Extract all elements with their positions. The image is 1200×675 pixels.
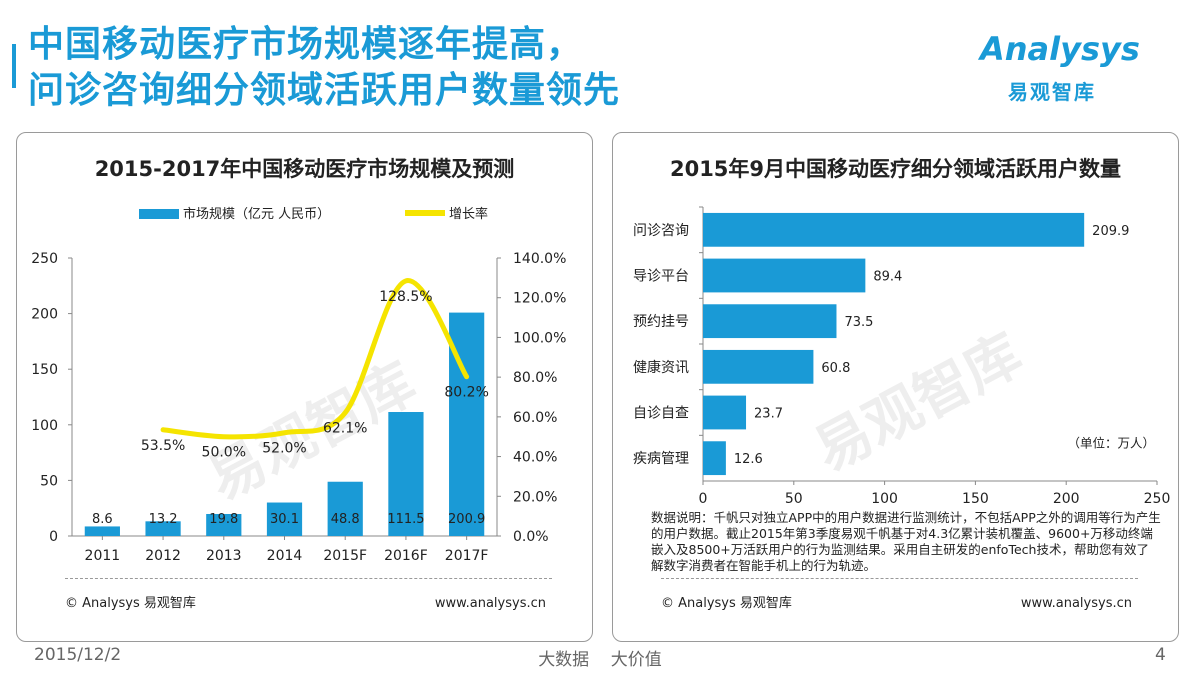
x-tick-label: 150 bbox=[962, 491, 989, 507]
y-right-tick-label: 80.0% bbox=[513, 370, 557, 386]
x-tick-label: 2015F bbox=[323, 548, 367, 564]
bar-value-label: 200.9 bbox=[448, 512, 485, 527]
copyright: © Analysys 易观智库 bbox=[661, 596, 792, 611]
page-date: 2015/12/2 bbox=[34, 645, 122, 665]
bar-健康资讯 bbox=[703, 349, 814, 384]
category-label: 导诊平台 bbox=[633, 269, 689, 285]
legend-label-line: 增长率 bbox=[449, 206, 488, 222]
growth-rate-label: 52.0% bbox=[262, 441, 306, 457]
growth-rate-label: 80.2% bbox=[444, 385, 488, 401]
bar-value-label: 48.8 bbox=[331, 512, 360, 527]
watermark: 易观智库 bbox=[804, 322, 1032, 485]
bar-2016F bbox=[388, 412, 424, 536]
chart-title: 2015年9月中国移动医疗细分领域活跃用户数量 bbox=[669, 157, 1122, 181]
y-right-tick-label: 100.0% bbox=[513, 330, 566, 346]
copyright: © Analysys 易观智库 bbox=[65, 596, 196, 611]
y-left-tick-label: 0 bbox=[49, 529, 58, 545]
x-tick-label: 2016F bbox=[384, 548, 428, 564]
y-right-tick-label: 120.0% bbox=[513, 291, 566, 307]
page-number: 4 bbox=[1155, 645, 1166, 665]
page-title-line2: 问诊咨询细分领域活跃用户数量领先 bbox=[28, 70, 621, 111]
market-size-panel: 2015-2017年中国移动医疗市场规模及预测 易观智库 市场规模（亿元 人民币）… bbox=[16, 132, 593, 642]
bar-value-label: 8.6 bbox=[92, 512, 113, 527]
chart-title: 2015-2017年中国移动医疗市场规模及预测 bbox=[94, 157, 515, 181]
y-right-tick-label: 40.0% bbox=[513, 450, 557, 466]
y-right-tick-label: 0.0% bbox=[513, 529, 549, 545]
page-title: 中国移动医疗市场规模逐年提高， 问诊咨询细分领域活跃用户数量领先 bbox=[28, 22, 620, 114]
x-tick-label: 100 bbox=[871, 491, 898, 507]
growth-rate-label: 62.1% bbox=[323, 421, 367, 437]
bar-预约挂号 bbox=[703, 304, 837, 339]
growth-rate-label: 53.5% bbox=[141, 438, 185, 454]
page-title-line1: 中国移动医疗市场规模逐年提高， bbox=[28, 24, 584, 65]
bar-2014 bbox=[266, 502, 303, 536]
x-tick-label: 2014 bbox=[267, 548, 303, 564]
bar-value-label: 60.8 bbox=[821, 361, 850, 376]
bar-value-label: 30.1 bbox=[270, 512, 299, 527]
x-tick-label: 50 bbox=[785, 491, 803, 507]
legend-label-bar: 市场规模（亿元 人民币） bbox=[183, 206, 330, 222]
x-tick-label: 2013 bbox=[206, 548, 242, 564]
bar-value-label: 19.8 bbox=[209, 512, 238, 527]
legend-swatch-line bbox=[405, 210, 445, 216]
divider bbox=[661, 578, 1138, 579]
data-note: 数据说明：千帆只对独立APP中的用户数据进行监测统计，不包括APP之外的调用等行… bbox=[651, 510, 1161, 573]
y-left-tick-label: 50 bbox=[40, 473, 58, 489]
x-tick-label: 2011 bbox=[85, 548, 121, 564]
bar-value-label: 23.7 bbox=[754, 407, 783, 422]
y-left-tick-label: 250 bbox=[31, 251, 58, 267]
bar-导诊平台 bbox=[703, 258, 866, 293]
divider bbox=[65, 578, 552, 579]
bar-value-label: 13.2 bbox=[149, 512, 178, 527]
y-right-tick-label: 60.0% bbox=[513, 410, 557, 426]
growth-rate-label: 128.5% bbox=[379, 289, 432, 305]
x-tick-label: 200 bbox=[1053, 491, 1080, 507]
legend-swatch-bar bbox=[139, 209, 179, 219]
page-slogan: 大数据 大价值 bbox=[538, 650, 662, 670]
active-users-chart: 易观智库 0 50 100 150 200 250 问诊咨询 209.9 导诊平台 89.4 预约挂号… bbox=[633, 206, 1171, 507]
unit-label: （单位：万人） bbox=[1067, 435, 1155, 450]
bar-2013 bbox=[206, 513, 242, 536]
bar-自诊自查 bbox=[703, 395, 747, 430]
y-right-tick-label: 20.0% bbox=[513, 489, 557, 505]
logo-subtitle: 易观智库 bbox=[1008, 80, 1096, 104]
active-users-panel: 2015年9月中国移动医疗细分领域活跃用户数量 易观智库 0 50 100 150 200… bbox=[612, 132, 1179, 642]
bar-value-label: 89.4 bbox=[873, 270, 902, 285]
x-tick-label: 0 bbox=[699, 491, 708, 507]
x-tick-label: 250 bbox=[1144, 491, 1171, 507]
y-left-tick-label: 100 bbox=[31, 418, 58, 434]
bar-value-label: 209.9 bbox=[1092, 224, 1129, 239]
category-label: 自诊自查 bbox=[633, 406, 689, 422]
bar-2011 bbox=[84, 526, 120, 536]
bar-2012 bbox=[145, 521, 181, 536]
y-left-tick-label: 150 bbox=[31, 362, 58, 378]
bar-value-label: 12.6 bbox=[734, 452, 763, 467]
y-left-tick-label: 200 bbox=[31, 307, 58, 323]
analysys-logo: Analysys 易观智库 bbox=[980, 28, 1180, 108]
website-link: www.analysys.cn bbox=[434, 596, 546, 611]
x-tick-label: 2012 bbox=[145, 548, 181, 564]
logo-text: Analysys bbox=[980, 30, 1140, 68]
bar-2015F bbox=[327, 481, 363, 536]
bar-疾病管理 bbox=[703, 441, 726, 476]
website-link: www.analysys.cn bbox=[1020, 596, 1132, 611]
category-label: 问诊咨询 bbox=[633, 223, 689, 239]
category-label: 疾病管理 bbox=[633, 451, 689, 467]
growth-rate-line bbox=[160, 278, 470, 440]
category-label: 预约挂号 bbox=[633, 314, 689, 330]
bar-value-label: 73.5 bbox=[844, 315, 873, 330]
growth-rate-label: 50.0% bbox=[202, 445, 246, 461]
category-label: 健康资讯 bbox=[633, 359, 689, 376]
x-tick-label: 2017F bbox=[445, 548, 489, 564]
y-right-tick-label: 140.0% bbox=[513, 251, 566, 267]
title-accent-bar bbox=[12, 44, 16, 88]
bar-value-label: 111.5 bbox=[387, 512, 424, 527]
bar-问诊咨询 bbox=[703, 212, 1085, 247]
